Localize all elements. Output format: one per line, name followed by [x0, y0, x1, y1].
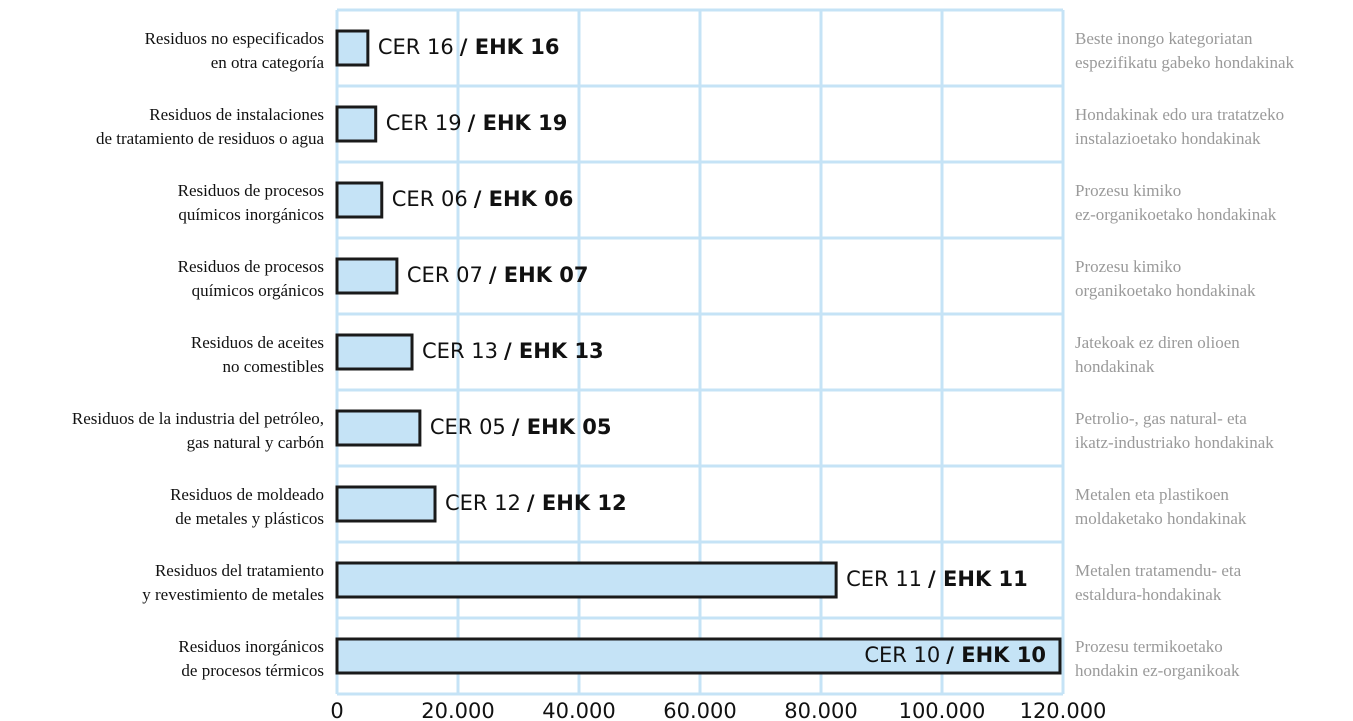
category-label-eu: Prozesu termikoetako: [1075, 637, 1223, 656]
category-label: Residuos de moldeado: [170, 485, 324, 504]
ehk-label: / EHK 07: [489, 263, 589, 287]
category-label: de tratamiento de residuos o agua: [96, 129, 324, 148]
cer-label: CER 16: [378, 35, 454, 59]
category-label: químicos orgánicos: [192, 281, 324, 300]
ehk-label: / EHK 12: [527, 491, 627, 515]
bar-label: CER 05/ EHK 05: [430, 415, 612, 439]
ehk-label: / EHK 19: [468, 111, 568, 135]
cer-label: CER 06: [392, 187, 468, 211]
category-label-eu: moldaketako hondakinak: [1075, 509, 1247, 528]
category-label-eu: Metalen tratamendu- eta: [1075, 561, 1242, 580]
category-label: químicos inorgánicos: [178, 205, 324, 224]
x-tick-label: 100.000: [899, 699, 986, 721]
bar-label: CER 10/ EHK 10: [864, 643, 1046, 667]
x-tick-label: 20.000: [421, 699, 494, 721]
ehk-label: / EHK 16: [460, 35, 560, 59]
ehk-label: / EHK 10: [946, 643, 1046, 667]
ehk-label: / EHK 05: [512, 415, 612, 439]
category-label-eu: instalazioetako hondakinak: [1075, 129, 1261, 148]
bar: [335, 257, 399, 295]
category-label-eu: hondakinak: [1075, 357, 1155, 376]
cer-label: CER 13: [422, 339, 498, 363]
category-label-eu: hondakin ez-organikoak: [1075, 661, 1240, 680]
category-label-eu: organikoetako hondakinak: [1075, 281, 1256, 300]
bar-label: CER 12/ EHK 12: [445, 491, 627, 515]
x-tick-label: 0: [330, 699, 343, 721]
bar-label: CER 07/ EHK 07: [407, 263, 589, 287]
category-label: de metales y plásticos: [175, 509, 324, 528]
x-tick-label: 120.000: [1020, 699, 1107, 721]
bar-label: CER 11/ EHK 11: [846, 567, 1028, 591]
x-tick-label: 80.000: [784, 699, 857, 721]
cer-label: CER 11: [846, 567, 922, 591]
category-label-eu: Jatekoak ez diren olioen: [1075, 333, 1240, 352]
ehk-label: / EHK 13: [504, 339, 604, 363]
category-label-eu: ikatz-industriako hondakinak: [1075, 433, 1274, 452]
cer-label: CER 19: [386, 111, 462, 135]
category-label-eu: Prozesu kimiko: [1075, 181, 1181, 200]
ehk-label: / EHK 06: [474, 187, 574, 211]
bar-label: CER 16/ EHK 16: [378, 35, 560, 59]
category-label-eu: Hondakinak edo ura tratatzeko: [1075, 105, 1284, 124]
bar-label: CER 06/ EHK 06: [392, 187, 574, 211]
category-label-eu: Beste inongo kategoriatan: [1075, 29, 1253, 48]
bar: [335, 181, 384, 219]
category-label: y revestimiento de metales: [142, 585, 324, 604]
category-label: Residuos de procesos: [178, 257, 324, 276]
x-tick-label: 60.000: [663, 699, 736, 721]
cer-label: CER 05: [430, 415, 506, 439]
cer-label: CER 10: [864, 643, 940, 667]
bar: [335, 333, 414, 371]
category-label-eu: espezifikatu gabeko hondakinak: [1075, 53, 1295, 72]
bar-label: CER 13/ EHK 13: [422, 339, 604, 363]
category-label: Residuos de procesos: [178, 181, 324, 200]
category-label: no comestibles: [222, 357, 324, 376]
ehk-label: / EHK 11: [928, 567, 1028, 591]
category-label: de procesos térmicos: [181, 661, 324, 680]
category-label: en otra categoría: [211, 53, 325, 72]
category-label-eu: Prozesu kimiko: [1075, 257, 1181, 276]
category-label-eu: estaldura-hondakinak: [1075, 585, 1222, 604]
category-label: Residuos inorgánicos: [178, 637, 324, 656]
bar: [335, 409, 422, 447]
x-tick-label: 40.000: [542, 699, 615, 721]
cer-label: CER 12: [445, 491, 521, 515]
bar: [335, 105, 378, 143]
bar-label: CER 19/ EHK 19: [386, 111, 568, 135]
category-label: Residuos de la industria del petróleo,: [72, 409, 324, 428]
category-label: Residuos no especificados: [145, 29, 324, 48]
bar: [335, 561, 838, 599]
bar: [335, 485, 437, 523]
category-label-eu: ez-organikoetako hondakinak: [1075, 205, 1277, 224]
category-label-eu: Metalen eta plastikoen: [1075, 485, 1229, 504]
category-label-eu: Petrolio-, gas natural- eta: [1075, 409, 1247, 428]
cer-label: CER 07: [407, 263, 483, 287]
category-label: Residuos del tratamiento: [155, 561, 324, 580]
bar: [335, 637, 1062, 675]
category-label: Residuos de instalaciones: [149, 105, 324, 124]
category-label: gas natural y carbón: [187, 433, 325, 452]
bar: [335, 29, 370, 67]
category-label: Residuos de aceites: [191, 333, 324, 352]
